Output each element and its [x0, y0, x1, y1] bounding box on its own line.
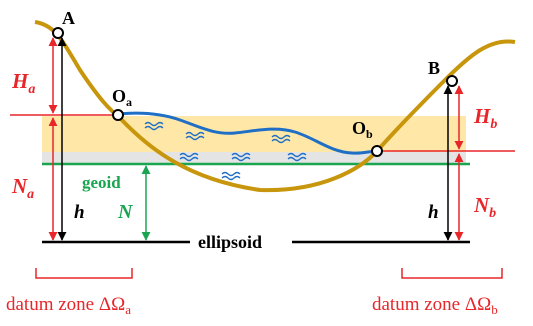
water-waves [144, 121, 307, 181]
zone-b-bracket [401, 268, 503, 279]
terrain-curve [34, 20, 516, 193]
ellipsoid-label: ellipsoid [198, 232, 262, 252]
na-label: Na [11, 174, 34, 202]
point-ob-label: Ob [352, 118, 373, 141]
water-surface [117, 111, 379, 155]
zone-a-bracket [35, 268, 133, 279]
zone-a-label: datum zone ΔΩa [6, 294, 131, 317]
nb-label: Nb [473, 193, 496, 221]
h-right-label: h [428, 202, 439, 223]
ha-label: Ha [11, 69, 35, 97]
geoid-label: geoid [82, 173, 121, 192]
h-left-label: h [74, 202, 85, 223]
datum-band [42, 116, 466, 152]
gray-band [42, 152, 466, 164]
point-ob-marker [371, 145, 383, 157]
point-b-label: B [428, 58, 440, 78]
point-oa-marker [112, 109, 124, 121]
geoid-n-label: N [117, 201, 134, 223]
point-a-marker [52, 27, 64, 39]
point-oa-label: Oa [112, 86, 132, 109]
point-a-label: A [62, 8, 75, 28]
hb-label: Hb [473, 104, 497, 132]
point-b-marker [446, 75, 458, 87]
zone-b-label: datum zone ΔΩb [372, 294, 498, 317]
